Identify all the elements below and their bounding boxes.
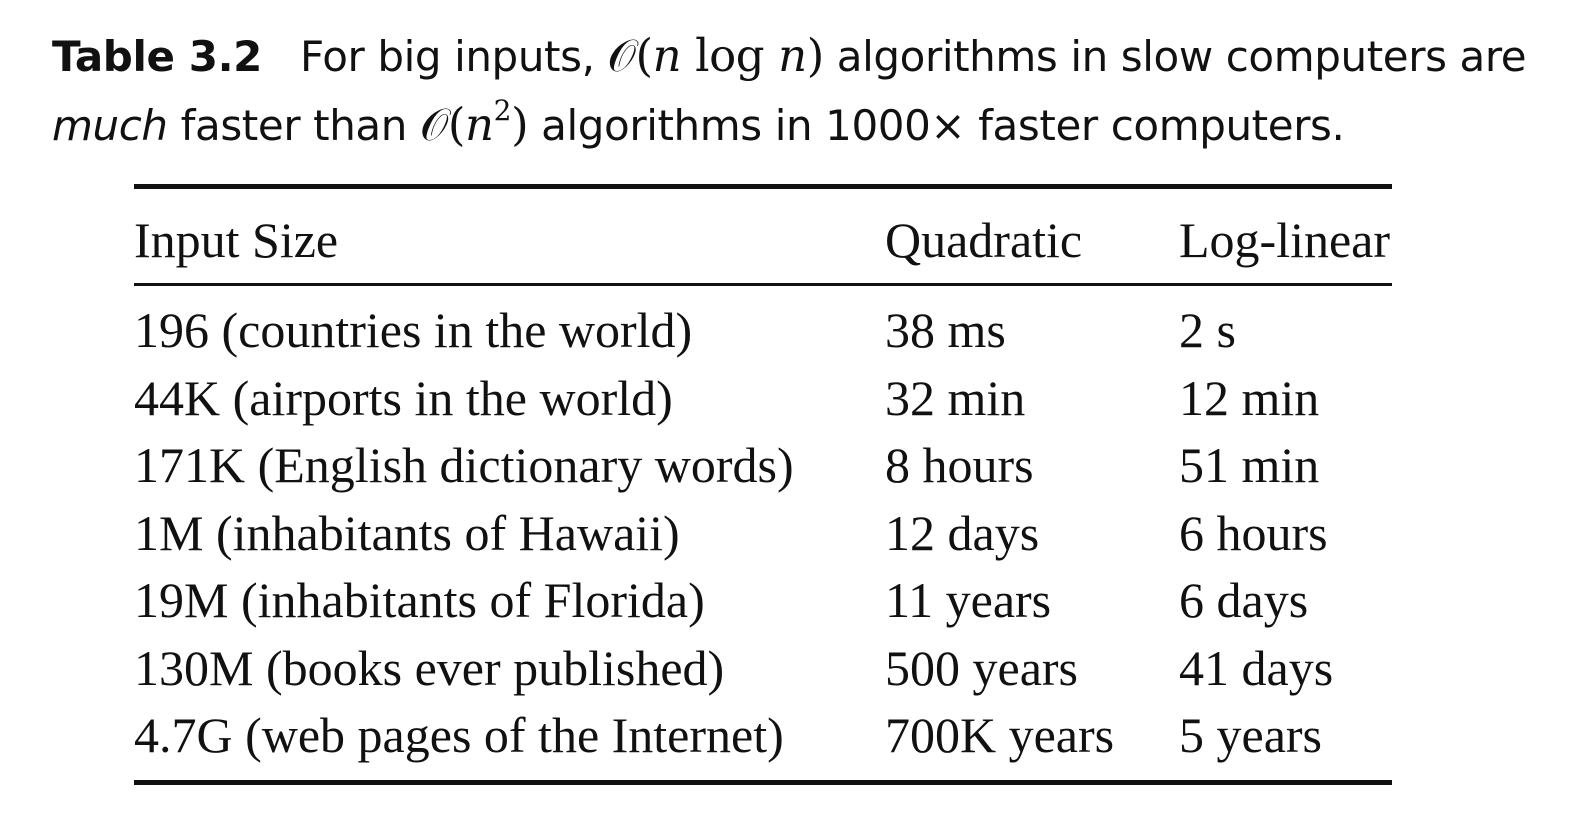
table-row: 171K (English dictionary words) 8 hours … [134,432,1392,500]
log-linear-cell: 12 min [1179,369,1320,426]
log-linear-cell: 6 days [1179,572,1309,628]
input-size-cell: 130M (books ever published) [134,639,725,696]
caption-text: algorithms in slow computers are [823,32,1527,81]
table-top-rule [134,184,1392,189]
big-o-n-log-n-formula: 𝒪(n log n) [607,29,825,82]
caption-label: Table 3.2 [52,32,262,81]
header-quadratic: Quadratic [885,212,1083,268]
log-linear-cell: 2 s [1179,302,1236,358]
input-size-cell: 19M (inhabitants of Florida) [134,572,705,628]
table-row: 1M (inhabitants of Hawaii) 12 days 6 hou… [134,500,1392,568]
caption-text: For big inputs, [299,32,595,81]
input-size-cell: 196 (countries in the world) [134,302,693,358]
log-linear-cell: 41 days [1179,639,1334,696]
table-bottom-rule [134,779,1392,785]
input-size-cell: 171K (English dictionary words) [134,437,794,493]
table-row: 19M (inhabitants of Florida) 11 years 6 … [134,567,1392,635]
input-size-cell: 1M (inhabitants of Hawaii) [134,504,680,561]
quadratic-cell: 8 hours [885,437,1034,493]
caption-text: algorithms in 1000× faster computers. [528,101,1345,150]
log-linear-cell: 5 years [1179,707,1322,763]
quadratic-cell: 500 years [885,639,1078,696]
input-size-cell: 4.7G (web pages of the Internet) [134,707,784,763]
quadratic-cell: 11 years [885,572,1052,628]
table-row: 130M (books ever published) 500 years 41… [134,635,1392,703]
quadratic-cell: 700K years [885,707,1115,763]
header-log-linear: Log-linear [1179,212,1391,268]
comparison-table: Input Size Quadratic Log-linear 196 (cou… [134,184,1392,785]
table-body: 196 (countries in the world) 38 ms 2 s 4… [134,286,1392,780]
caption-emphasis: much [52,101,168,150]
table-header-row: Input Size Quadratic Log-linear [134,189,1392,283]
quadratic-cell: 38 ms [885,302,1006,358]
quadratic-cell: 32 min [885,369,1026,426]
header-input-size: Input Size [134,212,339,268]
quadratic-cell: 12 days [885,504,1040,561]
table-caption: Table 3.2 For big inputs, 𝒪(n log n) algo… [52,22,1542,160]
table-row: 196 (countries in the world) 38 ms 2 s [134,297,1392,365]
table-header-rule [134,283,1392,286]
log-linear-cell: 51 min [1179,437,1320,493]
input-size-cell: 44K (airports in the world) [134,369,673,426]
big-o-n-squared-formula: 𝒪(n2) [419,94,529,152]
table-row: 4.7G (web pages of the Internet) 700K ye… [134,702,1392,770]
table-row: 44K (airports in the world) 32 min 12 mi… [134,365,1392,433]
log-linear-cell: 6 hours [1179,504,1328,561]
caption-text: faster than [167,101,420,150]
